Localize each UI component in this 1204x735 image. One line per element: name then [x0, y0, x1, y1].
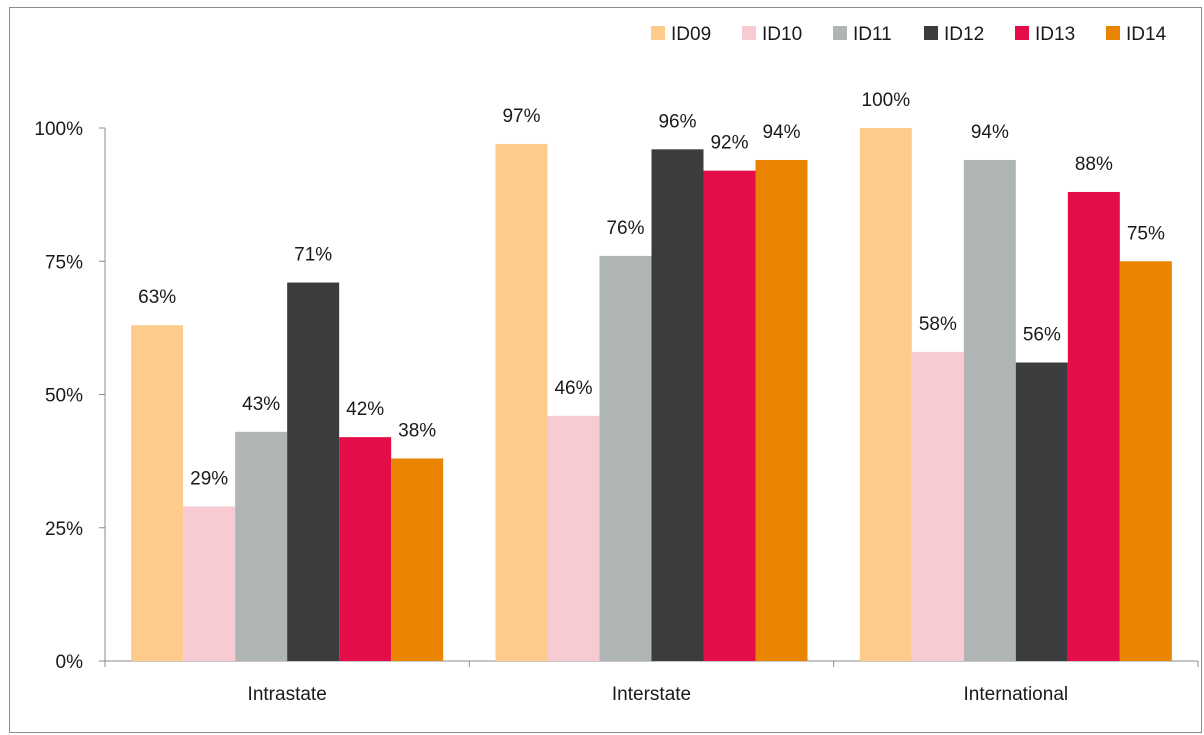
legend-label: ID12	[944, 24, 984, 45]
data-label: 92%	[710, 133, 748, 154]
data-labels: 63% 29% 43% 71% 42% 38% 97% 46% 76% 96% 92% 94% 100%…	[138, 90, 1165, 489]
legend-swatch-id11	[833, 26, 847, 40]
data-label: 96%	[658, 111, 696, 132]
y-tick-label: 25%	[45, 519, 83, 540]
data-label: 71%	[294, 245, 332, 266]
legend-label: ID11	[853, 24, 892, 45]
bar-id13	[339, 437, 392, 661]
bar-id10	[547, 415, 600, 661]
legend-swatch-id13	[1015, 26, 1029, 40]
bar-id11	[599, 255, 652, 662]
bar-id14	[1119, 261, 1172, 661]
data-label: 29%	[190, 468, 228, 489]
data-label: 63%	[138, 287, 176, 308]
x-category-label: International	[964, 684, 1069, 705]
data-label: 56%	[1023, 325, 1061, 346]
bar-id10	[911, 351, 964, 661]
legend-label: ID10	[762, 24, 802, 45]
bar-id13	[1067, 191, 1120, 661]
bar-id12	[651, 149, 704, 661]
y-tick-label: 100%	[34, 119, 83, 140]
legend-label: ID09	[671, 24, 711, 45]
legend-swatch-id14	[1106, 26, 1120, 40]
data-label: 46%	[554, 378, 592, 399]
data-label: 75%	[1127, 223, 1165, 244]
legend-label: ID14	[1126, 24, 1167, 45]
legend-swatch-id12	[924, 26, 938, 40]
bar-id14	[391, 458, 444, 661]
bar-id12	[287, 282, 340, 661]
bar-id09	[131, 325, 184, 661]
data-label: 38%	[398, 420, 436, 441]
data-label: 100%	[862, 90, 911, 111]
data-label: 88%	[1075, 154, 1113, 175]
x-category-label: Interstate	[612, 684, 691, 705]
legend-label: ID13	[1035, 24, 1075, 45]
data-label: 76%	[606, 218, 644, 239]
bars	[131, 128, 1172, 662]
bar-id09	[495, 143, 548, 662]
bar-id14	[755, 159, 808, 662]
y-tick-label: 0%	[56, 652, 84, 673]
data-label: 94%	[971, 122, 1009, 143]
x-category-label: Intrastate	[248, 684, 327, 705]
legend-swatch-id09	[651, 26, 665, 40]
data-label: 58%	[919, 314, 957, 335]
data-label: 43%	[242, 394, 280, 415]
y-tick-label: 75%	[45, 252, 83, 273]
data-label: 94%	[762, 122, 800, 143]
bar-id11	[235, 431, 288, 661]
bar-id12	[1015, 362, 1068, 661]
legend: ID09 ID10 ID11 ID12 ID13 ID14	[651, 24, 1167, 45]
bar-id13	[703, 170, 756, 661]
data-label: 42%	[346, 399, 384, 420]
bar-id10	[183, 506, 236, 661]
bar-id11	[963, 159, 1016, 662]
legend-swatch-id10	[742, 26, 756, 40]
y-axis: 0% 25% 50% 75% 100%	[34, 119, 106, 673]
bar-id09	[859, 128, 912, 661]
data-label: 97%	[502, 106, 540, 127]
chart-frame	[9, 7, 1202, 733]
y-tick-label: 50%	[45, 386, 83, 407]
x-axis: Intrastate Interstate International	[104, 660, 1199, 705]
